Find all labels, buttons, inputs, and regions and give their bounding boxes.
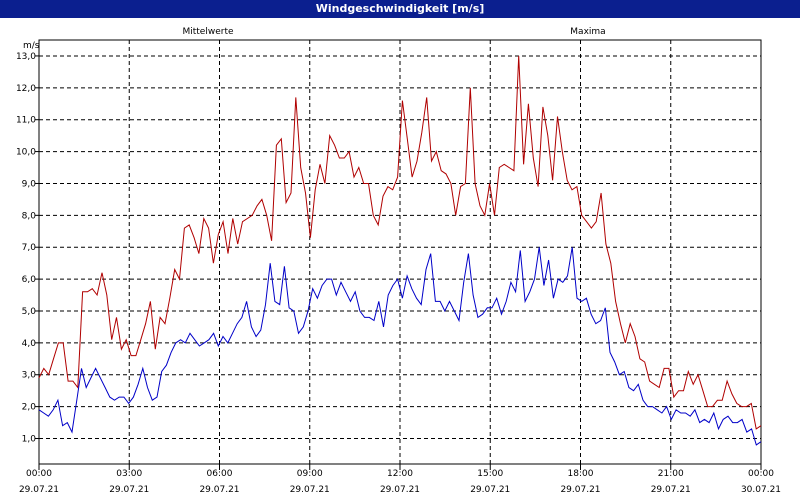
x-tick-date: 29.07.21 — [199, 485, 239, 495]
y-tick-label: 9,0 — [22, 179, 37, 189]
x-tick-date: 29.07.21 — [109, 485, 149, 495]
y-tick-label: 2,0 — [22, 403, 37, 413]
x-tick-date: 30.07.21 — [741, 485, 781, 495]
series-lines — [38, 55, 762, 446]
y-tick-label: 5,0 — [22, 307, 37, 317]
y-tick-label: 13,0 — [16, 52, 36, 62]
y-tick-label: 6,0 — [22, 275, 37, 285]
x-tick-time: 03:00 — [116, 469, 142, 479]
x-tick-time: 15:00 — [477, 469, 503, 479]
y-tick-label: 8,0 — [22, 211, 37, 221]
y-tick-label: 1,0 — [22, 434, 37, 444]
x-tick-time: 18:00 — [568, 469, 594, 479]
x-tick-time: 00:00 — [748, 469, 774, 479]
x-tick-date: 29.07.21 — [470, 485, 510, 495]
x-tick-date: 29.07.21 — [290, 485, 330, 495]
series-line-maxima — [38, 55, 762, 430]
y-tick-label: 7,0 — [22, 243, 37, 253]
chart-area: m/s Mittelwerte Maxima 1,0 2,0 3,0 4,0 5,0 6,… — [16, 27, 781, 495]
x-tick-date: 29.07.21 — [560, 485, 600, 495]
y-tick-label: 3,0 — [22, 371, 37, 381]
y-tick-label: 4,0 — [22, 339, 37, 349]
x-tick-time: 09:00 — [297, 469, 323, 479]
series-line-mittelwerte — [38, 247, 762, 446]
grid-lines — [39, 40, 761, 464]
x-tick-date: 29.07.21 — [19, 485, 59, 495]
legend-maxima: Maxima — [570, 27, 605, 37]
y-axis-unit-label: m/s — [23, 41, 40, 51]
chart-title: Windgeschwindigkeit [m/s] — [0, 0, 800, 18]
legend-mittelwerte: Mittelwerte — [182, 27, 233, 37]
x-tick-time: 12:00 — [387, 469, 413, 479]
x-tick-time: 21:00 — [658, 469, 684, 479]
x-tick-time: 00:00 — [26, 469, 52, 479]
y-axis-ticks: 1,0 2,0 3,0 4,0 5,0 6,0 7,0 8,0 9,0 10,0 11,0 12,0 1… — [16, 52, 39, 444]
x-tick-date: 29.07.21 — [651, 485, 691, 495]
x-axis-ticks: 00:00 29.07.21 03:00 29.07.21 06:00 29.07.21 0… — [19, 464, 781, 495]
y-tick-label: 12,0 — [16, 84, 36, 94]
y-tick-label: 11,0 — [16, 116, 36, 126]
x-tick-time: 06:00 — [207, 469, 233, 479]
y-tick-label: 10,0 — [16, 148, 36, 158]
x-tick-date: 29.07.21 — [380, 485, 420, 495]
